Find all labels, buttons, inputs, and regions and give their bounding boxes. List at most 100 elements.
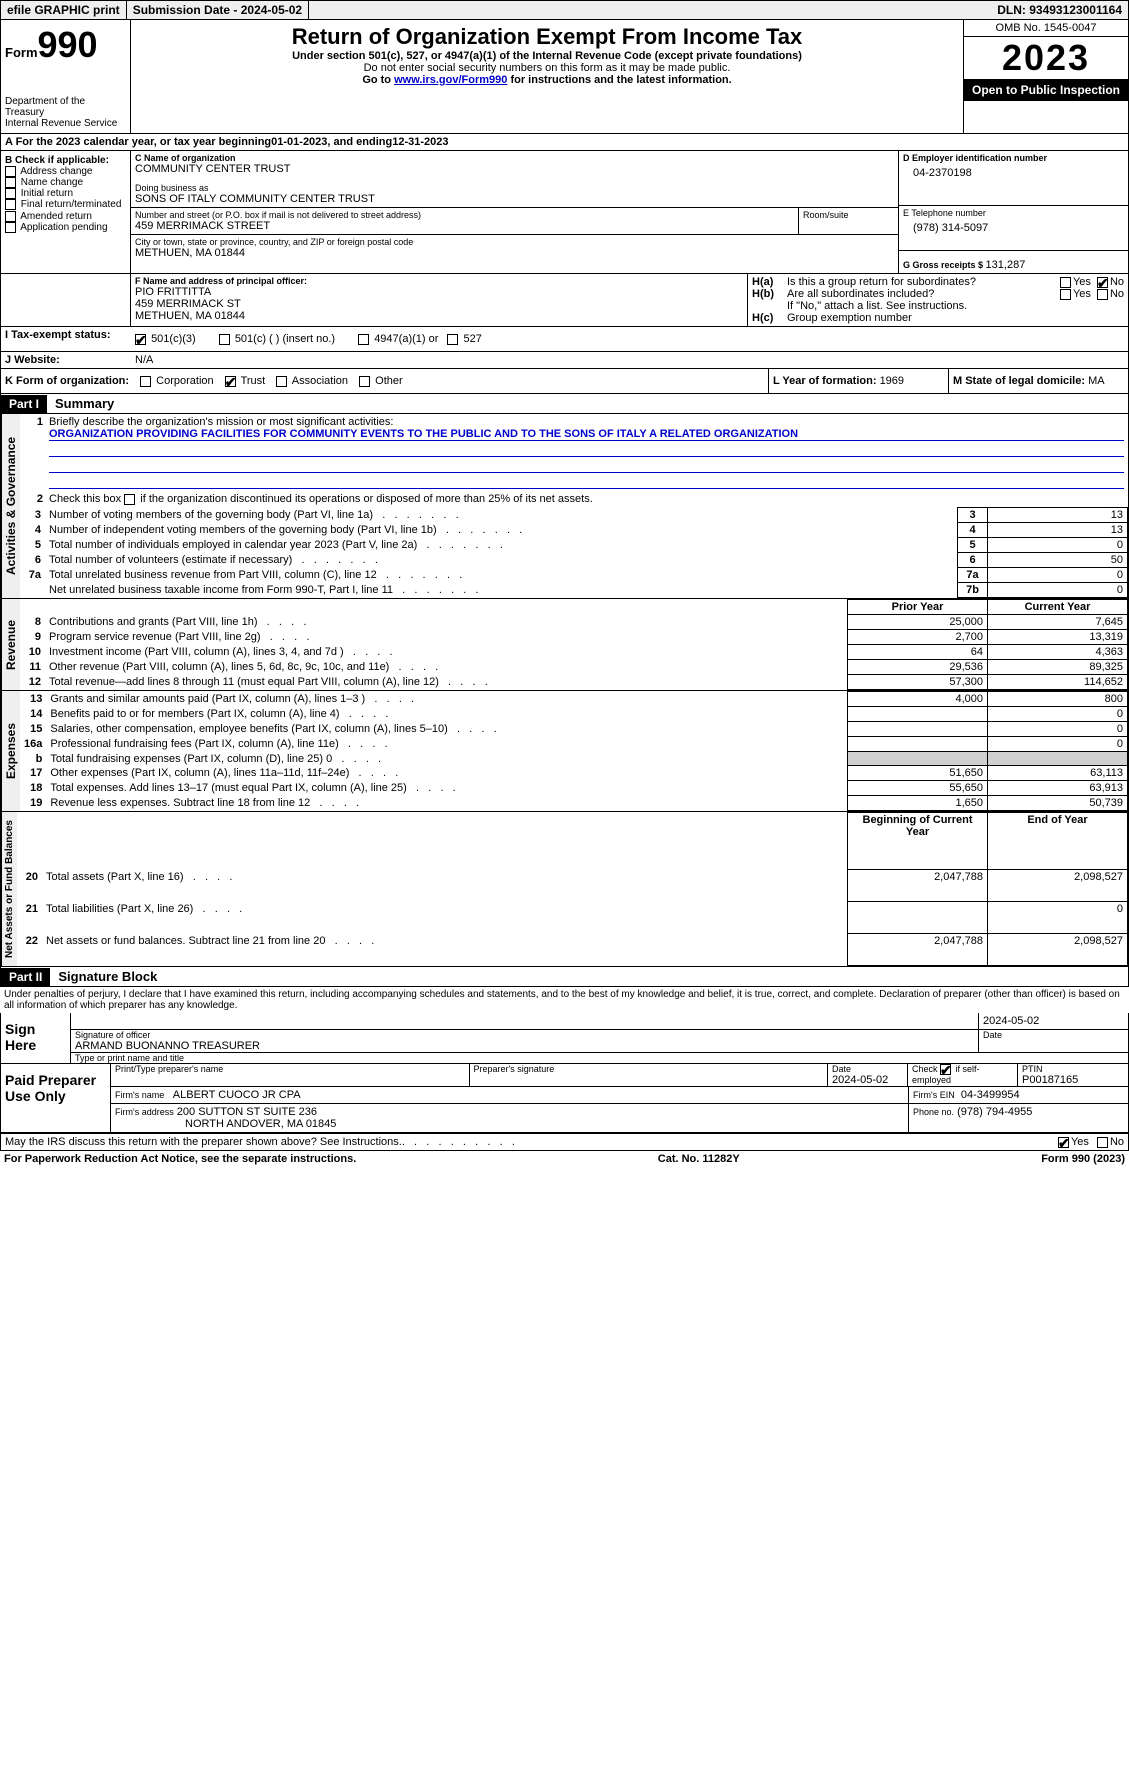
summary-row: 11Other revenue (Part VIII, column (A), … bbox=[20, 660, 1128, 675]
room-label: Room/suite bbox=[798, 208, 898, 234]
self-employed-checkbox[interactable] bbox=[940, 1064, 951, 1075]
officer-label: F Name and address of principal officer: bbox=[135, 276, 743, 286]
cat-number: Cat. No. 11282Y bbox=[658, 1153, 740, 1165]
officer-addr1: 459 MERRIMACK ST bbox=[135, 298, 743, 310]
firm-ein: 04-3499954 bbox=[961, 1089, 1020, 1101]
part2-badge: Part II bbox=[1, 968, 50, 986]
expenses-section: Expenses 13Grants and similar amounts pa… bbox=[0, 691, 1129, 812]
discuss-yes-checkbox[interactable] bbox=[1058, 1137, 1069, 1148]
subtitle-1: Under section 501(c), 527, or 4947(a)(1)… bbox=[135, 50, 959, 62]
yes-label: Yes bbox=[1073, 276, 1091, 288]
row-klm: K Form of organization: Corporation Trus… bbox=[0, 369, 1129, 394]
firm-name: ALBERT CUOCO JR CPA bbox=[173, 1089, 301, 1101]
summary-row: 7aTotal unrelated business revenue from … bbox=[20, 568, 1128, 583]
501c-checkbox[interactable] bbox=[219, 334, 230, 345]
hb-note: If "No," attach a list. See instructions… bbox=[752, 300, 1124, 312]
4947-checkbox[interactable] bbox=[358, 334, 369, 345]
netassets-section: Net Assets or Fund Balances Beginning of… bbox=[0, 812, 1129, 967]
part1-title: Summary bbox=[47, 394, 122, 413]
boxb-item: Final return/terminated bbox=[5, 199, 126, 210]
prep-date: 2024-05-02 bbox=[832, 1074, 903, 1086]
part2-header-row: Part II Signature Block bbox=[0, 967, 1129, 987]
527-checkbox[interactable] bbox=[447, 334, 458, 345]
mission-label: Briefly describe the organization's miss… bbox=[49, 416, 1124, 428]
box-c-container: C Name of organization COMMUNITY CENTER … bbox=[131, 151, 898, 273]
hc-label: H(c) bbox=[752, 312, 787, 324]
expenses-tab: Expenses bbox=[1, 691, 20, 811]
netassets-tab: Net Assets or Fund Balances bbox=[1, 812, 17, 966]
summary-row: Net unrelated business taxable income fr… bbox=[20, 583, 1128, 598]
city-label: City or town, state or province, country… bbox=[135, 237, 894, 247]
instructions-link: Go to www.irs.gov/Form990 for instructio… bbox=[135, 74, 959, 86]
hc-text: Group exemption number bbox=[787, 312, 912, 324]
domicile: MA bbox=[1088, 375, 1105, 387]
governance-section: Activities & Governance 1 Briefly descri… bbox=[0, 414, 1129, 599]
form-number: 990 bbox=[38, 24, 98, 65]
ein-label: D Employer identification number bbox=[903, 153, 1124, 163]
officer-sig-name: ARMAND BUONANNO TREASURER bbox=[75, 1040, 974, 1052]
tax-year: 2023 bbox=[964, 37, 1128, 79]
firm-addr2: NORTH ANDOVER, MA 01845 bbox=[115, 1118, 336, 1130]
page-footer: For Paperwork Reduction Act Notice, see … bbox=[0, 1151, 1129, 1167]
ha-yes-checkbox[interactable] bbox=[1060, 277, 1071, 288]
year-formation-label: L Year of formation: bbox=[773, 375, 880, 387]
revenue-tab: Revenue bbox=[1, 599, 20, 690]
summary-row: 15Salaries, other compensation, employee… bbox=[20, 722, 1128, 737]
row-fh: F Name and address of principal officer:… bbox=[0, 274, 1129, 327]
summary-row: bTotal fundraising expenses (Part IX, co… bbox=[20, 752, 1128, 766]
irs-link[interactable]: www.irs.gov/Form990 bbox=[394, 74, 507, 86]
summary-row: 22Net assets or fund balances. Subtract … bbox=[17, 934, 1128, 966]
ptin-value: P00187165 bbox=[1022, 1074, 1124, 1086]
phone-label: E Telephone number bbox=[903, 208, 1124, 218]
gross-label: G Gross receipts $ bbox=[903, 260, 986, 270]
summary-row: 9Program service revenue (Part VIII, lin… bbox=[20, 630, 1128, 645]
sig-officer-label: Signature of officer bbox=[75, 1030, 974, 1040]
assoc-checkbox[interactable] bbox=[276, 376, 287, 387]
form-title: Return of Organization Exempt From Incom… bbox=[135, 24, 959, 50]
discontinued-checkbox[interactable] bbox=[124, 494, 135, 505]
hb-no-checkbox[interactable] bbox=[1097, 289, 1108, 300]
sig-date-label: Date bbox=[978, 1030, 1128, 1052]
discuss-no-checkbox[interactable] bbox=[1097, 1137, 1108, 1148]
type-name-label: Type or print name and title bbox=[71, 1053, 1128, 1063]
hb-text: Are all subordinates included? bbox=[787, 288, 1060, 300]
domicile-label: M State of legal domicile: bbox=[953, 375, 1088, 387]
sig-date-val: 2024-05-02 bbox=[978, 1013, 1128, 1029]
trust-checkbox[interactable] bbox=[225, 376, 236, 387]
firm-phone: (978) 794-4955 bbox=[957, 1106, 1032, 1118]
gross-value: 131,287 bbox=[986, 259, 1026, 271]
submission-date: Submission Date - 2024-05-02 bbox=[127, 1, 309, 19]
org-name: COMMUNITY CENTER TRUST bbox=[135, 163, 894, 175]
ein-value: 04-2370198 bbox=[903, 163, 1124, 183]
header-center: Return of Organization Exempt From Incom… bbox=[131, 20, 963, 133]
corp-checkbox[interactable] bbox=[140, 376, 151, 387]
officer-addr2: METHUEN, MA 01844 bbox=[135, 310, 743, 322]
boxb-item: Name change bbox=[5, 177, 126, 188]
prep-name-label: Print/Type preparer's name bbox=[111, 1064, 470, 1086]
ha-no-checkbox[interactable] bbox=[1097, 277, 1108, 288]
website-value: N/A bbox=[131, 352, 1128, 368]
open-public: Open to Public Inspection bbox=[964, 79, 1128, 101]
hb-label: H(b) bbox=[752, 288, 787, 300]
501c3-checkbox[interactable] bbox=[135, 334, 146, 345]
subtitle-2: Do not enter social security numbers on … bbox=[135, 62, 959, 74]
summary-row: 17Other expenses (Part IX, column (A), l… bbox=[20, 766, 1128, 781]
part2-title: Signature Block bbox=[50, 967, 165, 986]
summary-row: 3Number of voting members of the governi… bbox=[20, 508, 1128, 523]
row-i: I Tax-exempt status: 501(c)(3) 501(c) ( … bbox=[0, 327, 1129, 352]
hb-yes-checkbox[interactable] bbox=[1060, 289, 1071, 300]
pra-notice: For Paperwork Reduction Act Notice, see … bbox=[4, 1153, 356, 1165]
section-b-container: B Check if applicable: Address change Na… bbox=[0, 151, 1129, 274]
street-address: 459 MERRIMACK STREET bbox=[135, 220, 794, 232]
summary-row: 4Number of independent voting members of… bbox=[20, 523, 1128, 538]
paid-preparer-label: Paid Preparer Use Only bbox=[1, 1064, 111, 1132]
spacer bbox=[309, 8, 991, 12]
other-checkbox[interactable] bbox=[359, 376, 370, 387]
org-name-label: C Name of organization bbox=[135, 153, 894, 163]
summary-row: 6Total number of volunteers (estimate if… bbox=[20, 553, 1128, 568]
summary-row: 12Total revenue—add lines 8 through 11 (… bbox=[20, 675, 1128, 690]
summary-row: 14Benefits paid to or for members (Part … bbox=[20, 707, 1128, 722]
boxb-item: Application pending bbox=[5, 222, 126, 233]
ha-text: Is this a group return for subordinates? bbox=[787, 276, 1060, 288]
signature-block: Sign Here 2024-05-02 Signature of office… bbox=[0, 1013, 1129, 1134]
